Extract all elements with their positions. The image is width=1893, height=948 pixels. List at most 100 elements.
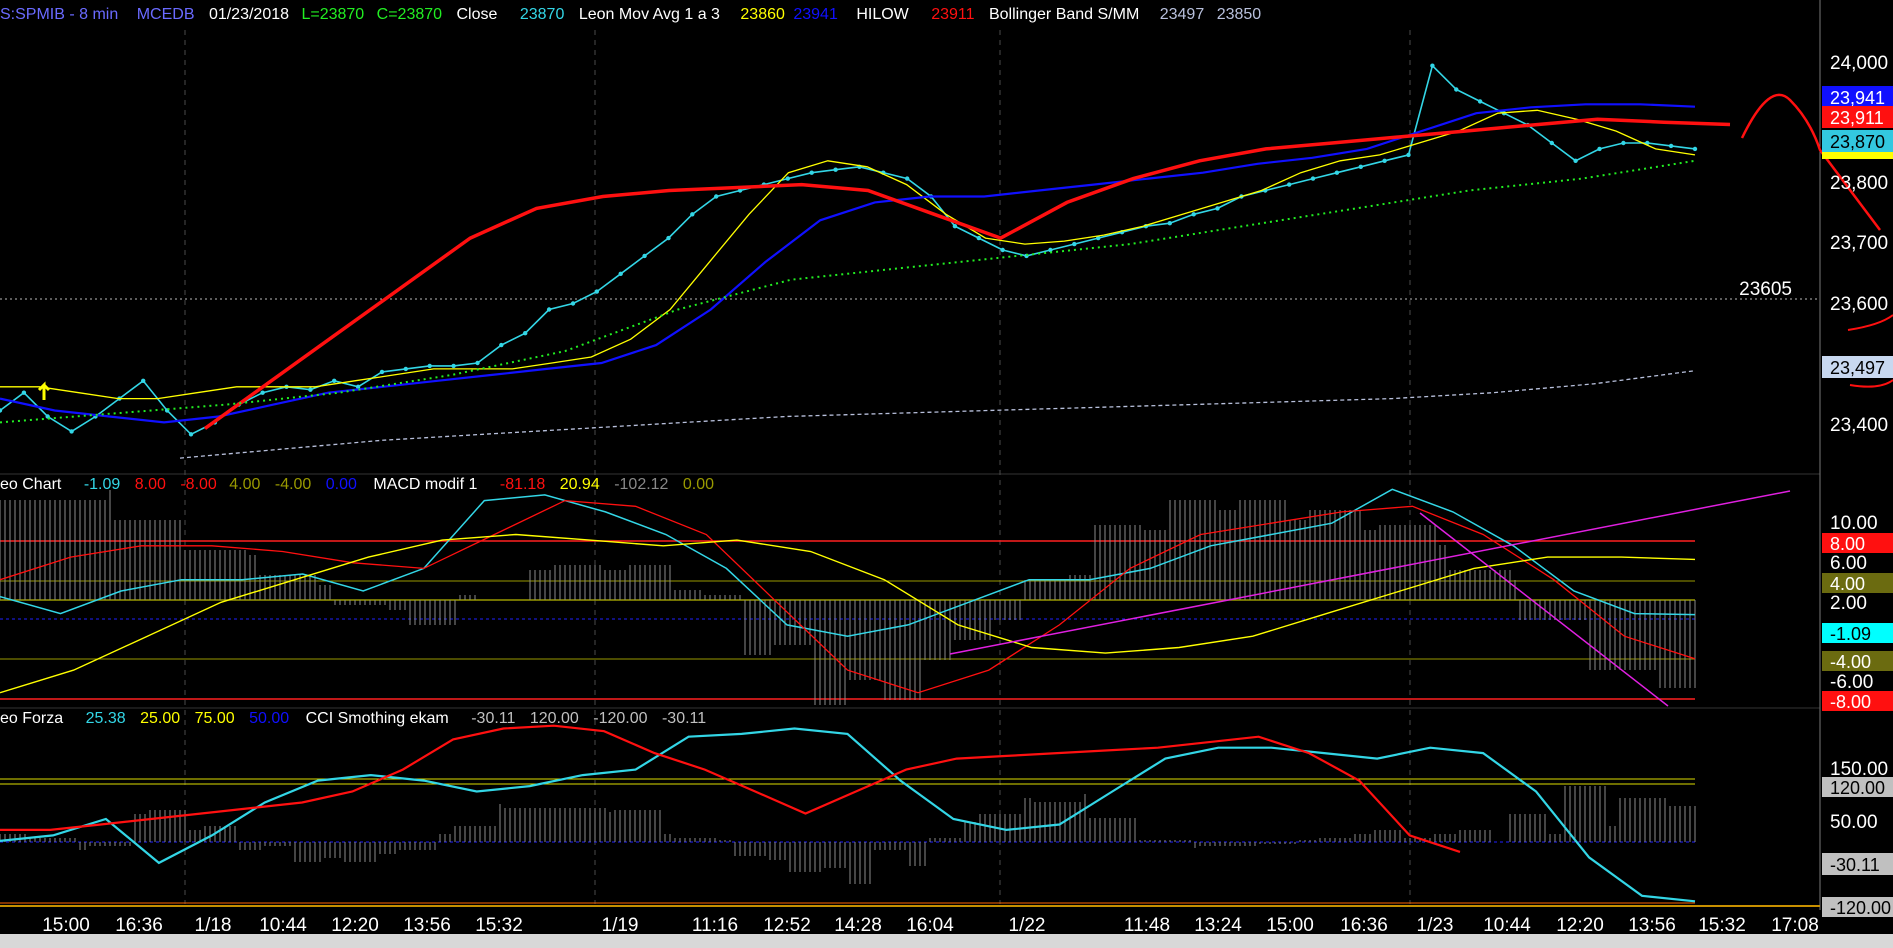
price-point [1549, 140, 1555, 146]
band-mid-line [0, 159, 1696, 424]
time-tick: 12:20 [1556, 915, 1604, 936]
macd-tick: -6.00 [1830, 672, 1873, 693]
price-header: S:SPMIB - 8 min MCEDB 01/23/2018 L=23870… [0, 6, 1261, 23]
price-point [141, 378, 146, 383]
price-point [546, 307, 552, 312]
macd-histogram [0, 490, 1696, 705]
time-tick: 14:28 [834, 915, 882, 936]
price-point [1334, 170, 1340, 175]
time-tick: 11:48 [1124, 915, 1170, 936]
price-point [666, 235, 671, 241]
price-point [1597, 146, 1602, 152]
price-point [785, 176, 790, 181]
price-point [451, 363, 456, 369]
price-point [1096, 235, 1101, 241]
mov-avg-label: Leon Mov Avg 1 a 3 [579, 6, 720, 23]
cci-line [0, 724, 1461, 853]
price-point [570, 301, 576, 306]
mov-avg-line [0, 109, 1696, 400]
pane2-v6: 0.00 [326, 476, 357, 493]
price-point [1430, 63, 1435, 68]
time-axis: 15:00 16:36 1/18 10:44 12:20 13:56 15:32 1/19 11… [42, 915, 1819, 936]
price-point [1310, 176, 1316, 181]
forza-line [0, 727, 1696, 903]
pane3-v4: 50.00 [249, 710, 289, 727]
price-point [1000, 247, 1005, 253]
price-point [1048, 247, 1053, 253]
hilow-line [203, 117, 1731, 430]
macd-value-1: -81.18 [500, 476, 545, 493]
time-tick: 15:00 [1266, 915, 1314, 936]
time-tick: 1/23 [1417, 915, 1454, 936]
pane3-name: eo Forza [0, 710, 63, 727]
macd-tick: -8.00 [1830, 692, 1871, 712]
time-tick: 13:56 [1628, 915, 1676, 936]
price-point [1692, 146, 1698, 152]
macd-tick: -4.00 [1830, 652, 1871, 672]
time-tick: 11:16 [692, 915, 738, 936]
time-tick: 16:36 [1340, 915, 1388, 936]
time-tick: 10:44 [259, 915, 307, 936]
price-line [0, 64, 1696, 436]
trendline-up[interactable] [949, 490, 1791, 655]
price-point [833, 167, 838, 172]
signal-arrow-icon [37, 381, 51, 400]
bb-value-2: 23850 [1217, 6, 1262, 23]
mov-avg-value-2: 23941 [793, 6, 838, 23]
price-point [714, 194, 719, 199]
macd-axis: 10.00 8.00 6.00 4.00 2.00 -1.09 -4.00 -6… [1822, 513, 1893, 712]
time-tick: 13:24 [1194, 915, 1242, 936]
price-point [260, 390, 265, 395]
series-layer [0, 63, 1731, 903]
macd-signal-line [0, 499, 1696, 694]
price-tag: 23,941 [1830, 88, 1885, 108]
pane2-v5: -4.00 [275, 476, 312, 493]
time-tick: 1/19 [602, 915, 639, 936]
price-point [809, 170, 814, 175]
price-point [594, 289, 599, 294]
macd-value-2: 20.94 [560, 476, 600, 493]
time-tick: 1/22 [1009, 915, 1046, 936]
hand-drawn-annotation [1740, 93, 1881, 231]
price-point [1477, 99, 1483, 104]
cci-value-2: 120.00 [530, 710, 579, 727]
price-point [618, 271, 623, 276]
macd-tick: 6.00 [1830, 553, 1867, 574]
price-point [523, 331, 528, 336]
macd-tick: 8.00 [1830, 534, 1865, 554]
datasource: MCEDB [137, 6, 195, 23]
price-tick: 23,400 [1830, 415, 1888, 436]
macd-label: MACD modif 1 [373, 476, 477, 493]
cci-tick: 150.00 [1830, 759, 1888, 780]
time-tick: 12:20 [331, 915, 379, 936]
macd-tick: -1.09 [1830, 624, 1871, 644]
macd-value-3: -102.12 [614, 476, 668, 493]
bb-value-1: 23497 [1160, 6, 1205, 23]
pane3-v1: 25.38 [86, 710, 126, 727]
price-point [403, 366, 408, 372]
price-point [427, 363, 432, 369]
price-point [737, 188, 743, 193]
trendline-down[interactable] [1419, 512, 1669, 707]
cci-value-3: -120.00 [593, 710, 647, 727]
time-tick: 16:36 [115, 915, 163, 936]
cci-value-1: -30.11 [471, 710, 515, 727]
price-point [69, 429, 74, 434]
macd-tick: 4.00 [1830, 574, 1865, 594]
price-point [21, 390, 27, 395]
time-tick: 15:32 [475, 915, 523, 936]
time-tick: 10:44 [1483, 915, 1531, 936]
price-point [690, 212, 695, 217]
price-tag: 23,497 [1830, 358, 1885, 378]
price-point [355, 384, 361, 389]
price-point [1406, 152, 1411, 158]
cci-tick: 50.00 [1830, 812, 1878, 833]
price-tick: 23,700 [1830, 233, 1888, 254]
pane3-v3: 75.00 [195, 710, 235, 727]
mov-avg-value-1: 23860 [740, 6, 785, 23]
price-point [905, 176, 910, 181]
header-date: 01/23/2018 [209, 6, 289, 23]
close-label: Close [457, 6, 498, 23]
pane2-v1: -1.09 [84, 476, 121, 493]
